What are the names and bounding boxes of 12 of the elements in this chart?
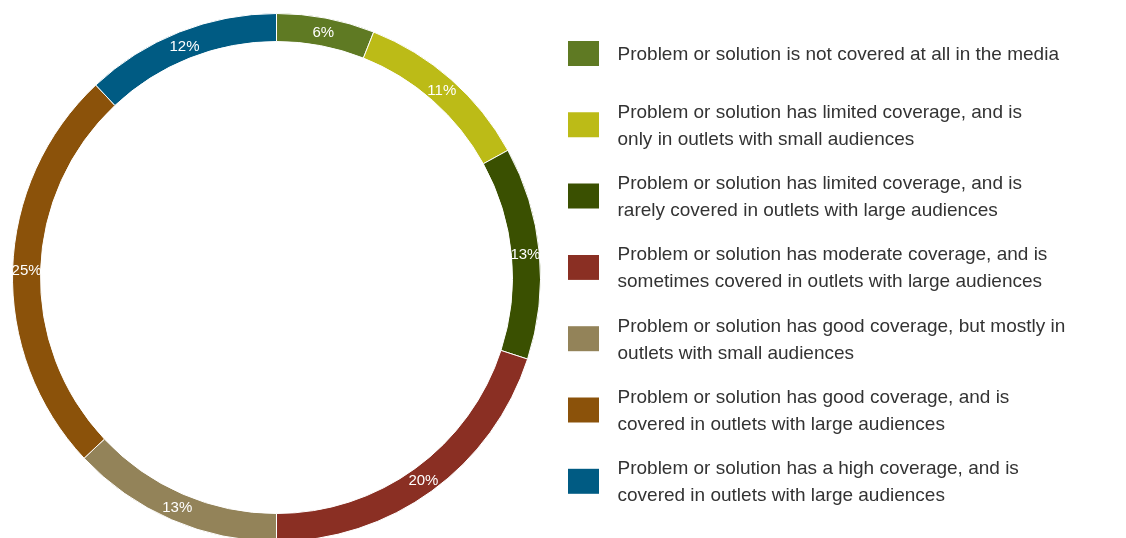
- data-label: 20%: [408, 471, 439, 489]
- legend-label: Problem or solution is not covered at all in the media: [617, 43, 1060, 64]
- data-label: 12%: [169, 36, 200, 54]
- data-label: 11%: [427, 81, 457, 99]
- data-label: 6%: [312, 23, 335, 41]
- legend-label: Problem or solution has limited coverage, and is rarely covered in outlets with large audiences: [617, 172, 1022, 221]
- legend-label: Problem or solution has a high coverage, and is covered in outlets with large audiences: [617, 457, 1019, 506]
- legend-label: Problem or solution has moderate coverage, and is sometimes covered in outlets with large audiences: [617, 243, 1048, 292]
- legend-label: Problem or solution has limited coverage, and is only in outlets with small audiences: [617, 100, 1022, 149]
- data-label: 13%: [162, 498, 193, 516]
- legend-label: Problem or solution has good coverage, and is covered in outlets with large audiences: [617, 386, 1010, 434]
- legend-label: Problem or solution has good coverage, but mostly in outlets with small audiences: [617, 314, 1066, 363]
